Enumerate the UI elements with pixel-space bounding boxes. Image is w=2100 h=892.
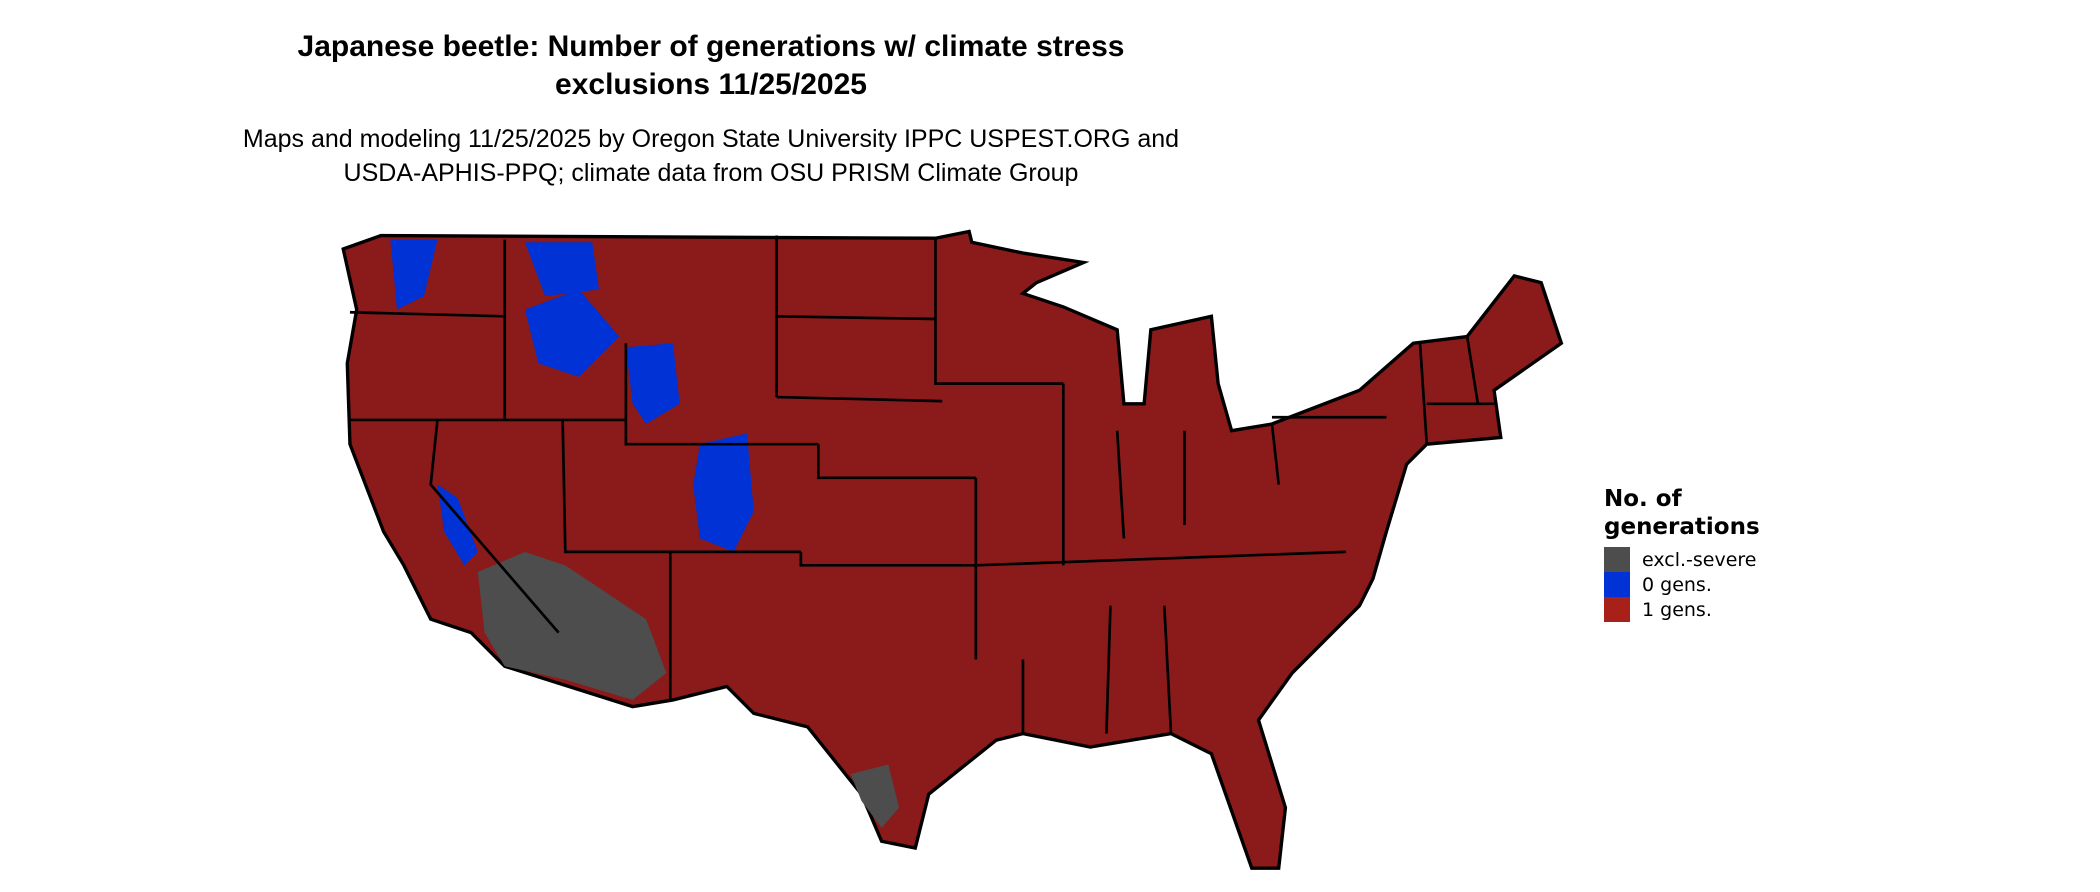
legend-label: 1 gens. bbox=[1642, 598, 1712, 621]
legend-title-2: generations bbox=[1604, 514, 1760, 540]
title-line-1: Japanese beetle: Number of generations w… bbox=[297, 30, 1125, 63]
us-outline bbox=[341, 229, 1564, 870]
legend-item-excluded: excl.-severe bbox=[1604, 547, 1760, 572]
subtitle-line-2: USDA-APHIS-PPQ; climate data from OSU PR… bbox=[343, 159, 1079, 187]
legend-swatch bbox=[1604, 547, 1630, 572]
legend-label: 0 gens. bbox=[1642, 573, 1712, 596]
excluded-severe-region-texas bbox=[850, 764, 900, 828]
subtitle-line-1: Maps and modeling 11/25/2025 by Oregon S… bbox=[242, 125, 1180, 153]
state-borders bbox=[349, 235, 1495, 734]
title-line-2: exclusions 11/25/2025 bbox=[555, 68, 867, 101]
legend-label: excl.-severe bbox=[1642, 548, 1757, 571]
legend: No. of generations excl.-severe 0 gens. … bbox=[1604, 485, 1760, 622]
legend-swatch bbox=[1604, 572, 1630, 597]
excluded-severe-region bbox=[477, 551, 667, 700]
legend-item-1-gens: 1 gens. bbox=[1604, 597, 1760, 622]
legend-title-1: No. of bbox=[1604, 486, 1682, 512]
legend-item-0-gens: 0 gens. bbox=[1604, 572, 1760, 597]
legend-swatch bbox=[1604, 597, 1630, 622]
